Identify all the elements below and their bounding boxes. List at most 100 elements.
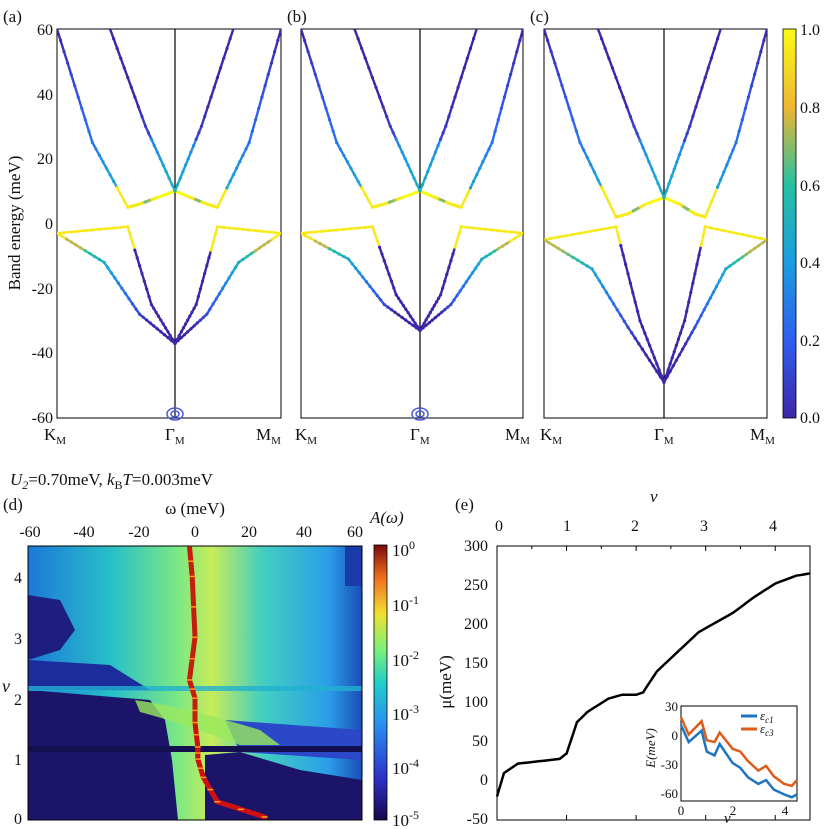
band-point — [418, 189, 422, 193]
band-point — [756, 61, 760, 65]
band-point — [706, 66, 710, 70]
band-point — [440, 310, 444, 314]
band-point — [708, 296, 712, 300]
ytick-label: -40 — [32, 345, 53, 362]
band-point — [757, 243, 761, 248]
band-point — [578, 231, 582, 235]
band-point — [415, 183, 419, 187]
band-point — [683, 319, 687, 323]
band-segment — [225, 37, 232, 50]
band-point — [224, 281, 228, 285]
band-point — [556, 72, 561, 76]
band-point — [447, 114, 451, 119]
band-point — [603, 193, 607, 197]
band-point — [69, 72, 73, 76]
band-point — [133, 95, 137, 99]
band-point — [699, 313, 703, 318]
band-point — [327, 229, 332, 233]
band-point — [169, 338, 174, 343]
band-point — [241, 227, 245, 231]
band-point — [740, 118, 744, 122]
band-point — [600, 185, 604, 189]
band-point — [104, 227, 109, 231]
band-point — [592, 229, 597, 233]
band-segment — [450, 95, 457, 109]
band-point — [69, 230, 73, 234]
band-point — [317, 84, 321, 88]
legend-label-c1: εc1 — [760, 708, 774, 725]
band-segment — [84, 118, 91, 133]
band-point — [385, 114, 389, 119]
band-segment — [493, 118, 500, 133]
band-point — [108, 173, 112, 177]
band-segment — [385, 115, 392, 128]
band-point — [393, 310, 397, 314]
band-segment — [631, 291, 637, 304]
band-point — [518, 38, 522, 42]
panel-label-e: (e) — [455, 495, 474, 514]
band-segment — [490, 129, 497, 144]
band-point — [412, 176, 416, 180]
band-point — [465, 192, 469, 196]
inset-ylabel: E(meV) — [643, 728, 658, 769]
band-point — [176, 338, 180, 343]
inset-yticks: 30 0 -30 -60 — [661, 699, 678, 801]
band-segment — [356, 37, 363, 50]
band-point — [209, 248, 213, 252]
band-segment — [123, 66, 130, 79]
band-point — [650, 349, 654, 354]
band-segment — [697, 244, 703, 257]
band-point — [308, 236, 313, 241]
band-segment — [695, 253, 701, 266]
band-point — [705, 302, 709, 306]
band-point — [426, 314, 430, 318]
band-point — [194, 302, 198, 307]
inset-ytick: 30 — [665, 699, 678, 714]
band-segment — [209, 86, 216, 99]
band-point — [468, 186, 473, 190]
band-point — [406, 311, 410, 315]
panel-a-frame — [56, 28, 282, 419]
band-point — [484, 153, 488, 158]
band-point — [199, 124, 204, 128]
band-point — [505, 84, 510, 88]
band-point — [263, 84, 267, 88]
band-point — [156, 314, 161, 318]
band-segment — [553, 61, 560, 76]
band-point — [152, 144, 156, 148]
band-point — [245, 254, 249, 259]
band-point — [467, 275, 472, 279]
band-point — [310, 61, 314, 65]
band-point — [691, 114, 695, 119]
band-segment — [216, 66, 222, 79]
band-point — [145, 318, 149, 322]
band-segment — [140, 115, 147, 128]
band-point — [159, 330, 163, 334]
band-point — [197, 131, 201, 135]
band-point — [304, 234, 308, 238]
band-segment — [619, 244, 625, 257]
band-point — [228, 226, 232, 230]
band-point — [553, 61, 557, 65]
band-point — [436, 296, 441, 300]
band-segment — [710, 47, 716, 60]
band-point — [499, 106, 503, 111]
green-ridge — [135, 700, 280, 745]
d-xtick-labels: -60 -40 -20 0 20 40 60 — [19, 524, 363, 541]
band-point — [147, 295, 151, 299]
band-point — [701, 234, 705, 238]
band-point — [233, 265, 238, 270]
band-point — [697, 253, 701, 257]
inset-xtick: 4 — [782, 803, 789, 818]
band-segment — [691, 272, 697, 285]
band-point — [628, 281, 633, 285]
band-point — [596, 29, 600, 31]
band-segment — [614, 225, 620, 238]
band-point — [418, 328, 422, 333]
bands-panel-c — [544, 29, 767, 384]
band-point — [655, 362, 659, 366]
band-point — [478, 166, 482, 170]
band-point — [386, 305, 390, 309]
band-point — [356, 37, 360, 41]
band-point — [607, 56, 611, 60]
